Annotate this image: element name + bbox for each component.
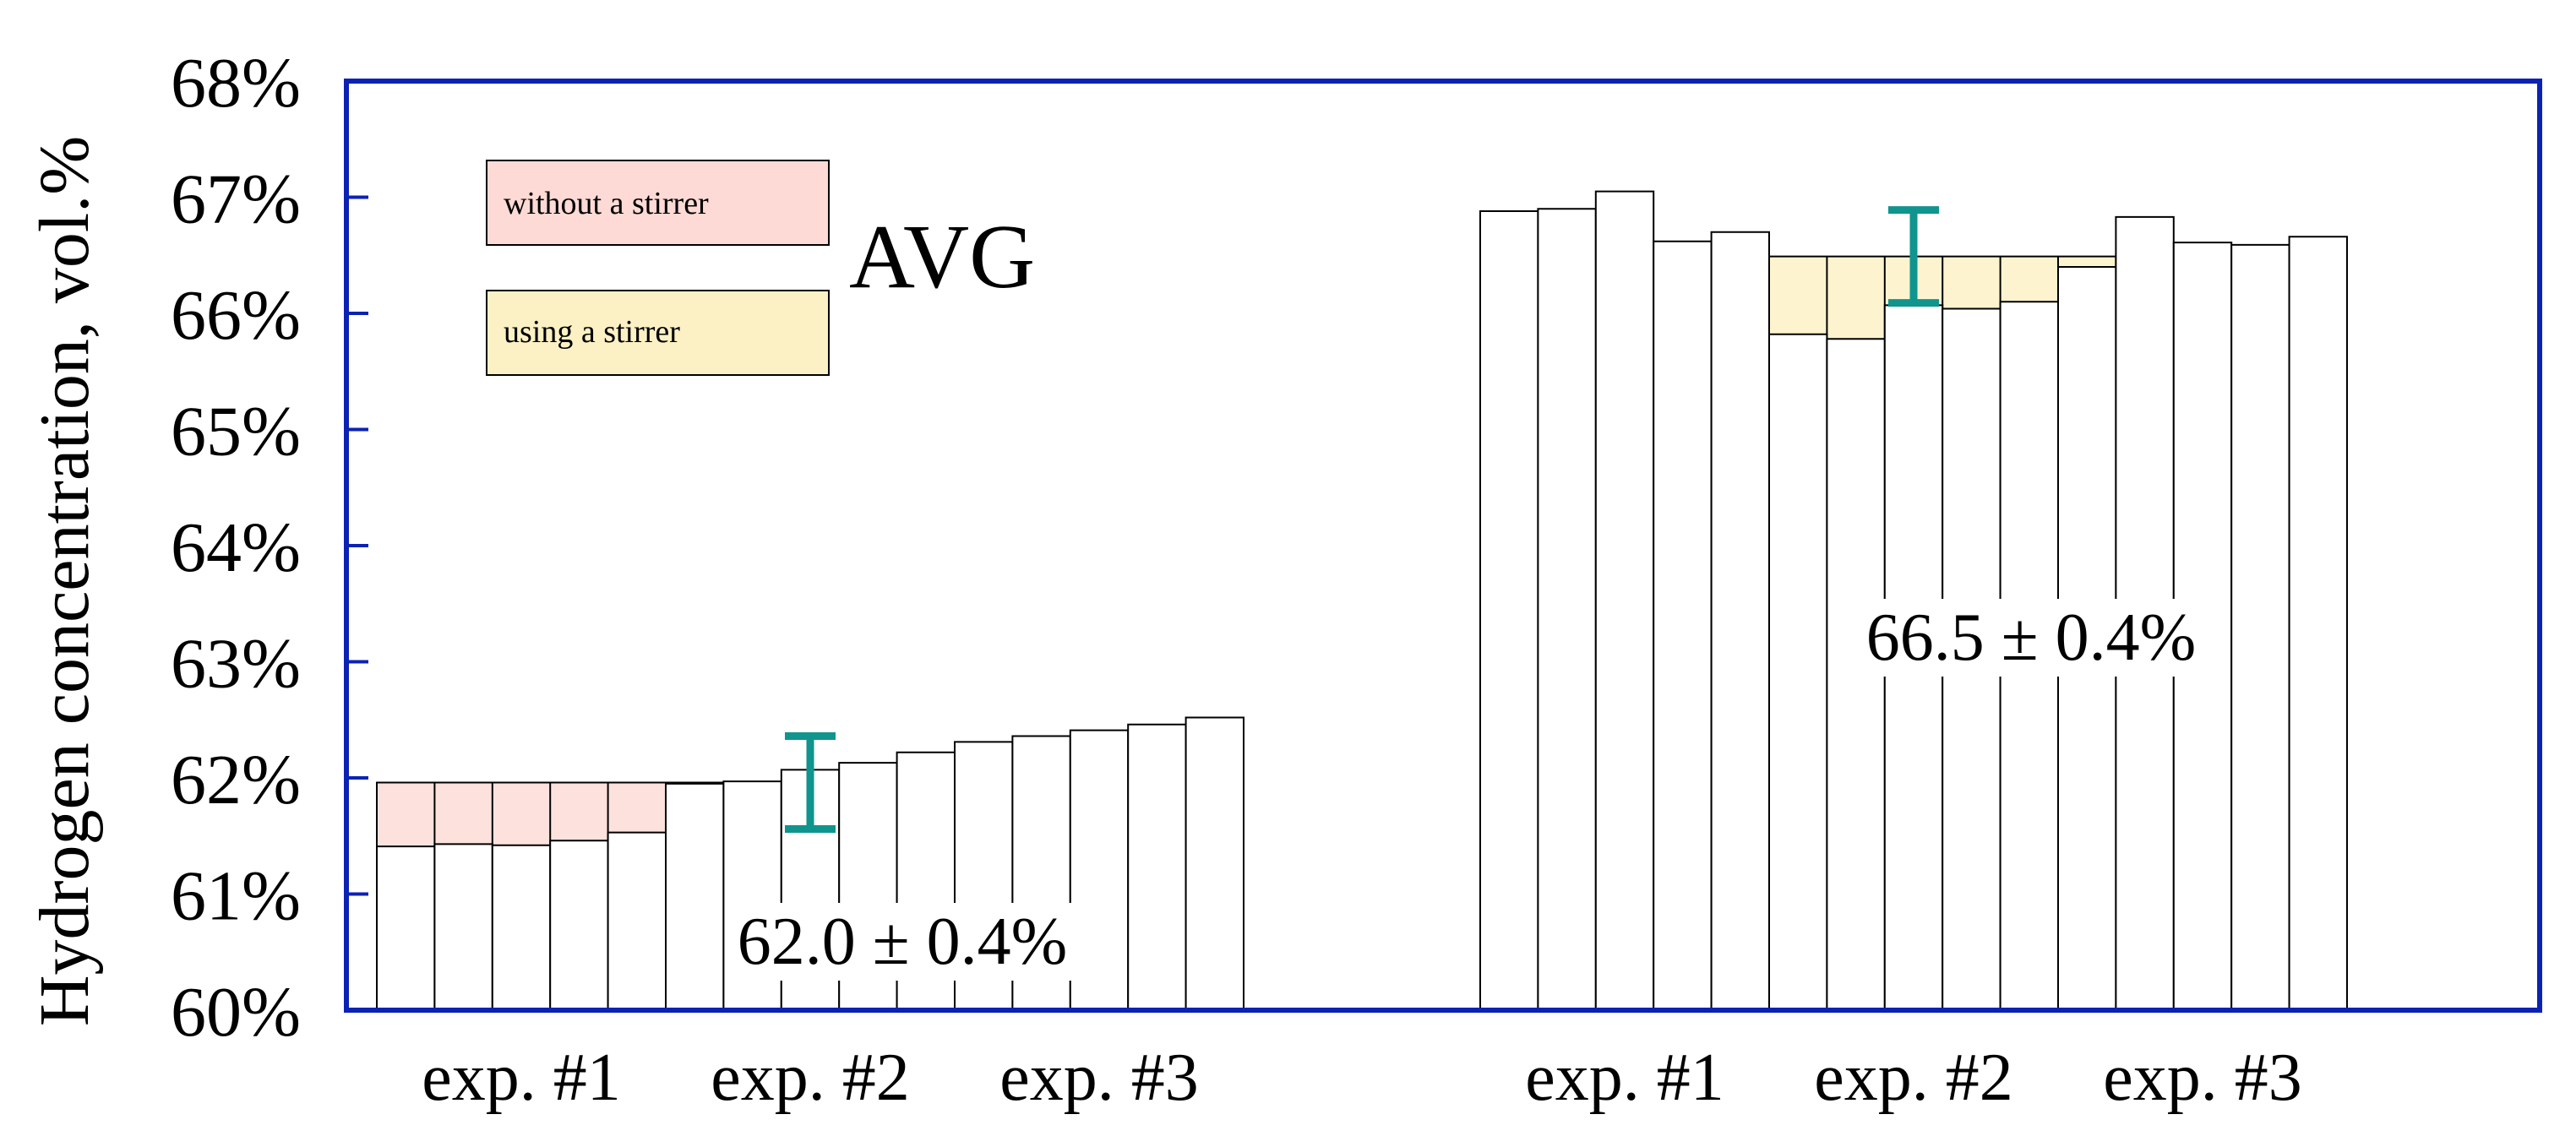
y-tick-label: 66% [171, 276, 301, 355]
experiment-bar [433, 843, 493, 1011]
y-tick-label: 61% [171, 857, 301, 936]
x-tick-labels: exp. #1 exp. #2 exp. #3 exp. #1 exp. #2 exp. … [422, 1041, 2302, 1115]
y-tick-label: 60% [171, 973, 301, 1052]
average-label: 66.5 ± 0.4% [1866, 601, 2197, 675]
average-label: 62.0 ± 0.4% [738, 905, 1068, 979]
experiment-bar [376, 845, 436, 1011]
y-tick-label: 64% [171, 508, 301, 587]
experiment-bar [1479, 210, 1539, 1011]
experiment-bar [491, 844, 552, 1011]
y-axis-title: Hydrogen concentration, vol.% [25, 136, 104, 1026]
legend-swatch-without-stirrer [486, 160, 830, 246]
experiment-bar [665, 782, 725, 1011]
x-tick-label: exp. #1 [422, 1041, 621, 1115]
experiment-bar [1594, 190, 1655, 1011]
y-ticks: 60% 61% 62% 63% 64% 65% 66% 67% 68% [171, 44, 368, 1052]
x-tick-label: exp. #2 [1814, 1041, 2013, 1115]
x-tick-label: exp. #2 [711, 1041, 910, 1115]
average-label-group-1: 62.0 ± 0.4% [730, 903, 1075, 981]
x-tick-label: exp. #1 [1525, 1041, 1724, 1115]
experiment-bar [1127, 723, 1187, 1011]
experiment-bar [549, 840, 609, 1011]
y-tick-label: 67% [171, 160, 301, 239]
x-tick-label: exp. #3 [2103, 1041, 2302, 1115]
average-label-group-2: 66.5 ± 0.4% [1859, 599, 2203, 677]
plot-frame [344, 79, 2542, 1013]
legend-label-without-stirrer: without a stirrer [504, 186, 709, 221]
experiment-bar [1185, 716, 1244, 1011]
average-label-box [730, 903, 1075, 981]
legend-swatch-using-stirrer [486, 290, 830, 376]
error-bars [785, 206, 1939, 833]
experiment-bar [2288, 236, 2349, 1011]
average-label-box [1859, 599, 2203, 677]
chart-title: AVG [849, 207, 1035, 307]
y-tick-label: 65% [171, 393, 301, 471]
y-tick-label: 63% [171, 625, 301, 704]
y-tick-label: 62% [171, 741, 301, 819]
experiment-bar [1768, 333, 1828, 1011]
experiment-bar [607, 831, 667, 1011]
y-tick-label: 68% [171, 44, 301, 122]
experiment-bar [1069, 729, 1130, 1011]
x-tick-label: exp. #3 [999, 1041, 1199, 1115]
experiment-bar [1710, 231, 1770, 1011]
experiment-bar [1537, 208, 1597, 1011]
legend: without a stirrer using a stirrer [486, 160, 830, 376]
experiment-bar [2230, 243, 2290, 1011]
legend-label-using-stirrer: using a stirrer [504, 314, 680, 350]
experiment-bar [1653, 240, 1713, 1011]
